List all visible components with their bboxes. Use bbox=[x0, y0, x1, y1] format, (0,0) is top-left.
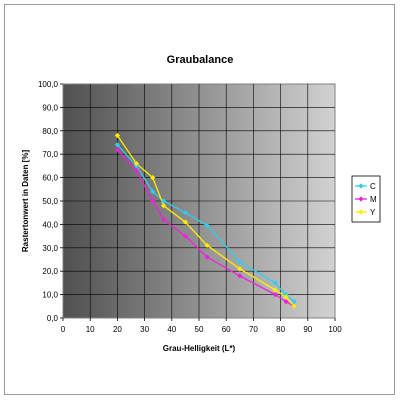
x-tick-label: 100 bbox=[328, 325, 342, 334]
data-point-m bbox=[204, 254, 210, 260]
data-point-m bbox=[182, 233, 188, 239]
legend-marker-c bbox=[358, 183, 364, 189]
x-tick-label: 10 bbox=[86, 325, 95, 334]
data-point-y bbox=[114, 132, 120, 139]
y-tick-label: 70,0 bbox=[42, 150, 58, 159]
data-point-y bbox=[237, 266, 243, 272]
x-tick-label: 20 bbox=[113, 325, 122, 334]
data-point-c bbox=[204, 222, 210, 229]
data-point-c bbox=[291, 299, 297, 305]
y-axis-title: Rastertonwert in Daten [%] bbox=[21, 150, 30, 253]
data-point-c bbox=[150, 189, 156, 195]
legend-label-m: M bbox=[370, 195, 377, 204]
x-tick-label: 80 bbox=[276, 325, 285, 334]
data-point-y bbox=[283, 294, 289, 300]
x-axis-title: Grau-Helligkeit (L*) bbox=[163, 344, 236, 353]
data-point-y bbox=[204, 242, 210, 249]
data-point-m bbox=[114, 146, 120, 153]
y-tick-label: 60,0 bbox=[42, 174, 58, 183]
data-point-y bbox=[182, 219, 188, 225]
data-point-c bbox=[161, 198, 167, 204]
x-axis-ticks: 0 10 20 30 40 50 60 70 80 90 100 bbox=[61, 318, 342, 334]
x-tick-label: 30 bbox=[140, 325, 149, 334]
data-point-c bbox=[182, 210, 188, 216]
series-line-y bbox=[116, 135, 295, 307]
legend-label-y: Y bbox=[370, 208, 376, 217]
data-point-m bbox=[161, 217, 167, 223]
legend-marker-m bbox=[358, 196, 364, 202]
y-axis-ticks: 0,0 10,0 20,0 30,0 40,0 50,0 60,0 70,0 80,0 90,0 1… bbox=[38, 80, 63, 323]
series-line-c bbox=[116, 144, 295, 303]
y-tick-label: 30,0 bbox=[42, 244, 58, 253]
x-tick-label: 50 bbox=[195, 325, 204, 334]
y-tick-label: 10,0 bbox=[42, 291, 58, 300]
data-point-y bbox=[161, 203, 167, 209]
data-point-m bbox=[237, 273, 243, 279]
series-line-m bbox=[116, 149, 295, 307]
grid-lines bbox=[63, 84, 335, 318]
y-tick-label: 0,0 bbox=[47, 314, 59, 323]
legend-marker-y bbox=[358, 209, 364, 215]
data-point-y bbox=[291, 303, 297, 309]
x-tick-label: 90 bbox=[303, 325, 312, 334]
chart-title: Graubalance bbox=[167, 54, 234, 66]
data-point-m bbox=[283, 299, 289, 305]
data-point-m bbox=[133, 167, 140, 174]
x-tick-label: 0 bbox=[61, 325, 66, 334]
data-point-y bbox=[133, 160, 140, 167]
y-tick-label: 20,0 bbox=[42, 267, 58, 276]
y-tick-label: 90,0 bbox=[42, 103, 58, 112]
legend: CMY bbox=[351, 175, 381, 223]
data-point-m bbox=[272, 292, 278, 298]
x-tick-label: 70 bbox=[249, 325, 258, 334]
data-point-y bbox=[150, 175, 156, 181]
y-tick-label: 100,0 bbox=[38, 80, 59, 89]
x-tick-label: 40 bbox=[167, 325, 176, 334]
y-tick-label: 80,0 bbox=[42, 127, 58, 136]
legend-label-c: C bbox=[370, 182, 376, 191]
data-point-c bbox=[114, 142, 120, 148]
y-tick-label: 50,0 bbox=[42, 197, 58, 206]
data-point-c bbox=[237, 259, 243, 265]
y-tick-label: 40,0 bbox=[42, 220, 58, 229]
data-point-c bbox=[272, 280, 278, 286]
data-point-y bbox=[272, 287, 278, 293]
data-point-m bbox=[150, 198, 156, 204]
x-tick-label: 60 bbox=[222, 325, 231, 334]
series-layer bbox=[114, 132, 297, 309]
